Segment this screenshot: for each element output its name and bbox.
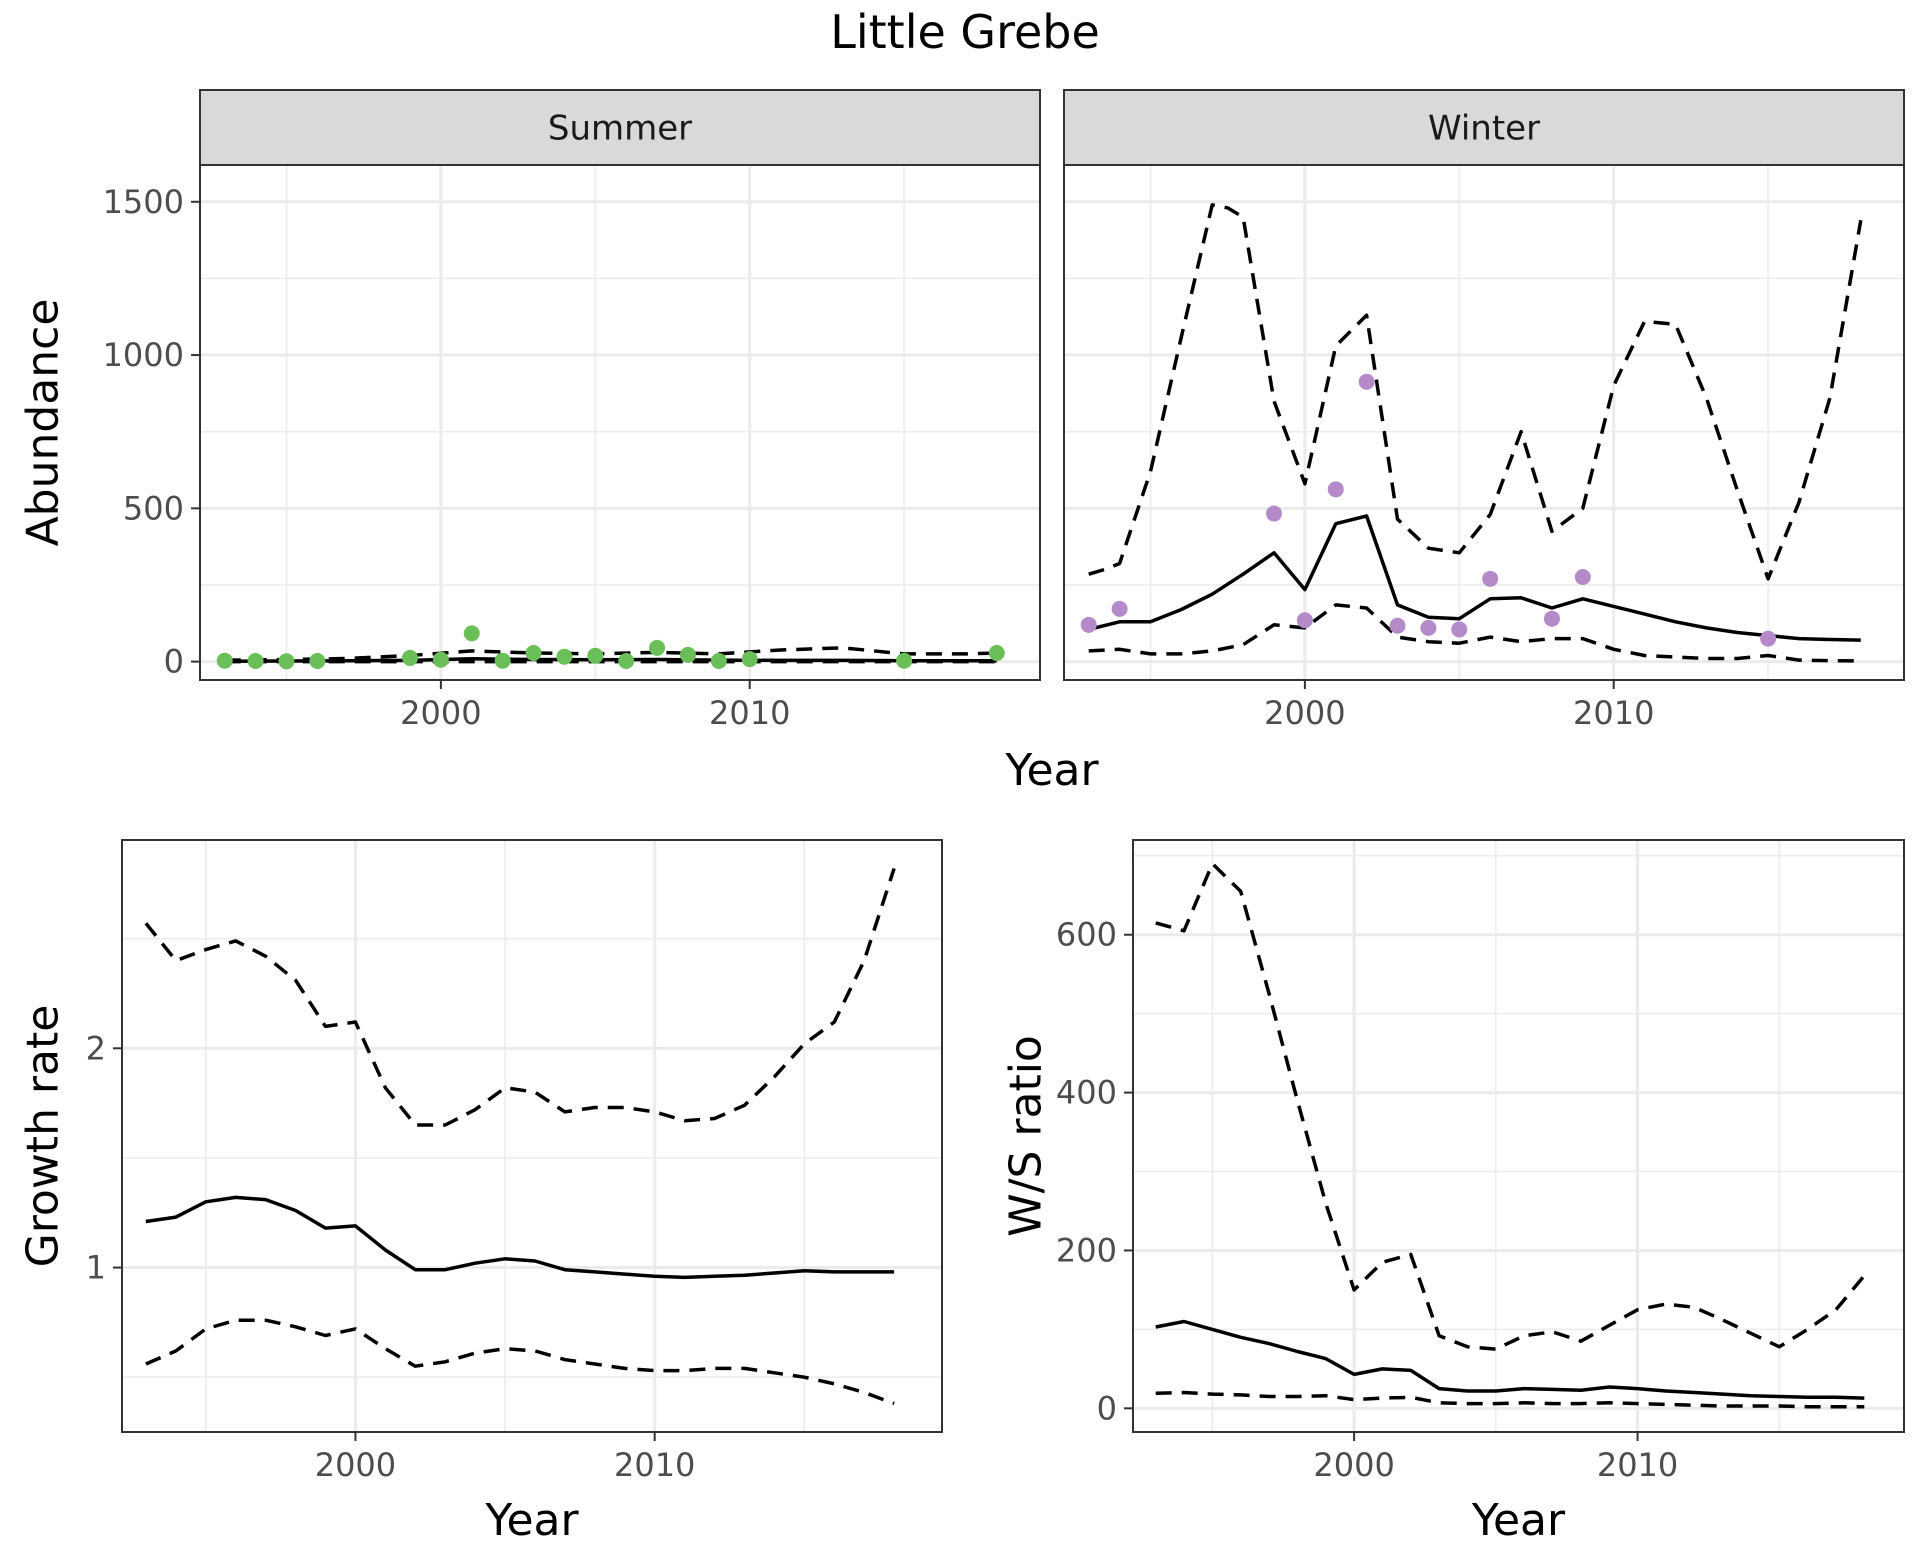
data-point <box>247 652 264 669</box>
data-point <box>309 652 326 669</box>
y-tick-label: 0 <box>164 643 184 681</box>
y-axis-title: Growth rate <box>17 1005 68 1268</box>
figure-title: Little Grebe <box>830 5 1100 59</box>
panel-border <box>1063 164 1905 681</box>
facet-strip <box>199 89 1041 166</box>
series-line-mean <box>1155 1319 1865 1400</box>
data-point <box>1358 373 1375 390</box>
x-tick-label: 2000 <box>315 1446 396 1484</box>
panel-background <box>122 840 942 1432</box>
panel-border <box>121 839 943 1433</box>
data-point <box>896 652 913 669</box>
data-point <box>1266 505 1282 522</box>
data-point <box>1574 569 1591 585</box>
x-tick-label: 2010 <box>1573 694 1654 732</box>
y-tick-label: 1000 <box>103 336 184 374</box>
facet-panel-winter: Winter 2000 2010 <box>1063 89 1905 732</box>
data-point <box>1111 600 1128 617</box>
facet-strip <box>1063 89 1905 166</box>
growth-rate-plot: 2000 2010 1 2 Year Growth rate <box>17 839 943 1546</box>
panel-background <box>1133 840 1904 1432</box>
data-point <box>556 648 573 665</box>
data-point <box>988 645 1005 662</box>
y-tick-label: 600 <box>1056 916 1117 954</box>
x-axis-title: Year <box>484 1495 579 1546</box>
panel-background <box>1064 165 1904 680</box>
series-line-mean <box>145 1195 895 1280</box>
x-axis-title: Year <box>1471 1495 1566 1546</box>
data-point <box>1760 630 1777 647</box>
data-point <box>463 625 480 642</box>
data-point <box>679 646 696 663</box>
series-line-lower-ci <box>145 1318 895 1406</box>
facet-strip-label: Winter <box>1428 109 1540 149</box>
y-tick-label: 200 <box>1056 1231 1117 1269</box>
x-tick-label: 2000 <box>1264 694 1345 732</box>
data-point <box>710 652 727 669</box>
data-point <box>587 647 604 664</box>
series-line-upper-ci <box>1155 861 1866 1351</box>
data-point <box>1296 612 1313 629</box>
series-group <box>144 867 896 1406</box>
data-point <box>1482 570 1499 587</box>
y-tick-label: 2 <box>86 1029 106 1067</box>
x-axis-title: Year <box>1004 745 1099 796</box>
series-group <box>1155 861 1866 1409</box>
series-group <box>1088 203 1863 663</box>
panel-border <box>199 164 1041 681</box>
y-axis-title: W/S ratio <box>1000 1035 1051 1237</box>
data-point <box>278 653 295 670</box>
x-tick-label: 2010 <box>709 694 790 732</box>
data-point <box>494 652 511 669</box>
data-point <box>649 639 666 656</box>
data-point <box>1389 617 1406 634</box>
series-line-upper-ci <box>144 867 896 1127</box>
series-line-mean <box>1088 514 1861 642</box>
abundance-facet-plot: Summer 2000 2010 0 500 1000 1500 Winter 2000 2010… <box>17 89 1905 796</box>
panel-border <box>1132 839 1905 1433</box>
y-tick-label: 0 <box>1097 1389 1117 1427</box>
facet-panel-summer: Summer 2000 2010 0 500 1000 1500 <box>103 89 1041 732</box>
x-tick-label: 2000 <box>400 694 481 732</box>
facet-strip-label: Summer <box>548 109 692 149</box>
panel-background <box>200 165 1040 680</box>
x-tick-label: 2010 <box>614 1446 695 1484</box>
x-tick-label: 2010 <box>1597 1446 1678 1484</box>
x-tick-label: 2000 <box>1313 1446 1394 1484</box>
data-point <box>1420 619 1437 636</box>
y-axis-title: Abundance <box>17 299 68 547</box>
y-tick-label: 400 <box>1056 1074 1117 1112</box>
series-line-lower-ci <box>1155 1390 1865 1409</box>
data-point <box>402 649 418 666</box>
data-point <box>741 651 758 668</box>
y-tick-label: 500 <box>123 489 184 527</box>
y-tick-label: 1500 <box>103 183 184 221</box>
y-tick-label: 1 <box>86 1249 106 1287</box>
data-point <box>1451 621 1468 638</box>
data-point <box>1327 481 1344 498</box>
ws-ratio-plot: 2000 2010 0 200 400 600 Year W/S ratio <box>1000 839 1905 1546</box>
data-point <box>1543 610 1560 627</box>
data-point <box>525 645 542 662</box>
data-point <box>1080 616 1097 633</box>
data-point <box>618 652 635 669</box>
data-point <box>432 651 449 668</box>
data-point <box>216 652 233 669</box>
